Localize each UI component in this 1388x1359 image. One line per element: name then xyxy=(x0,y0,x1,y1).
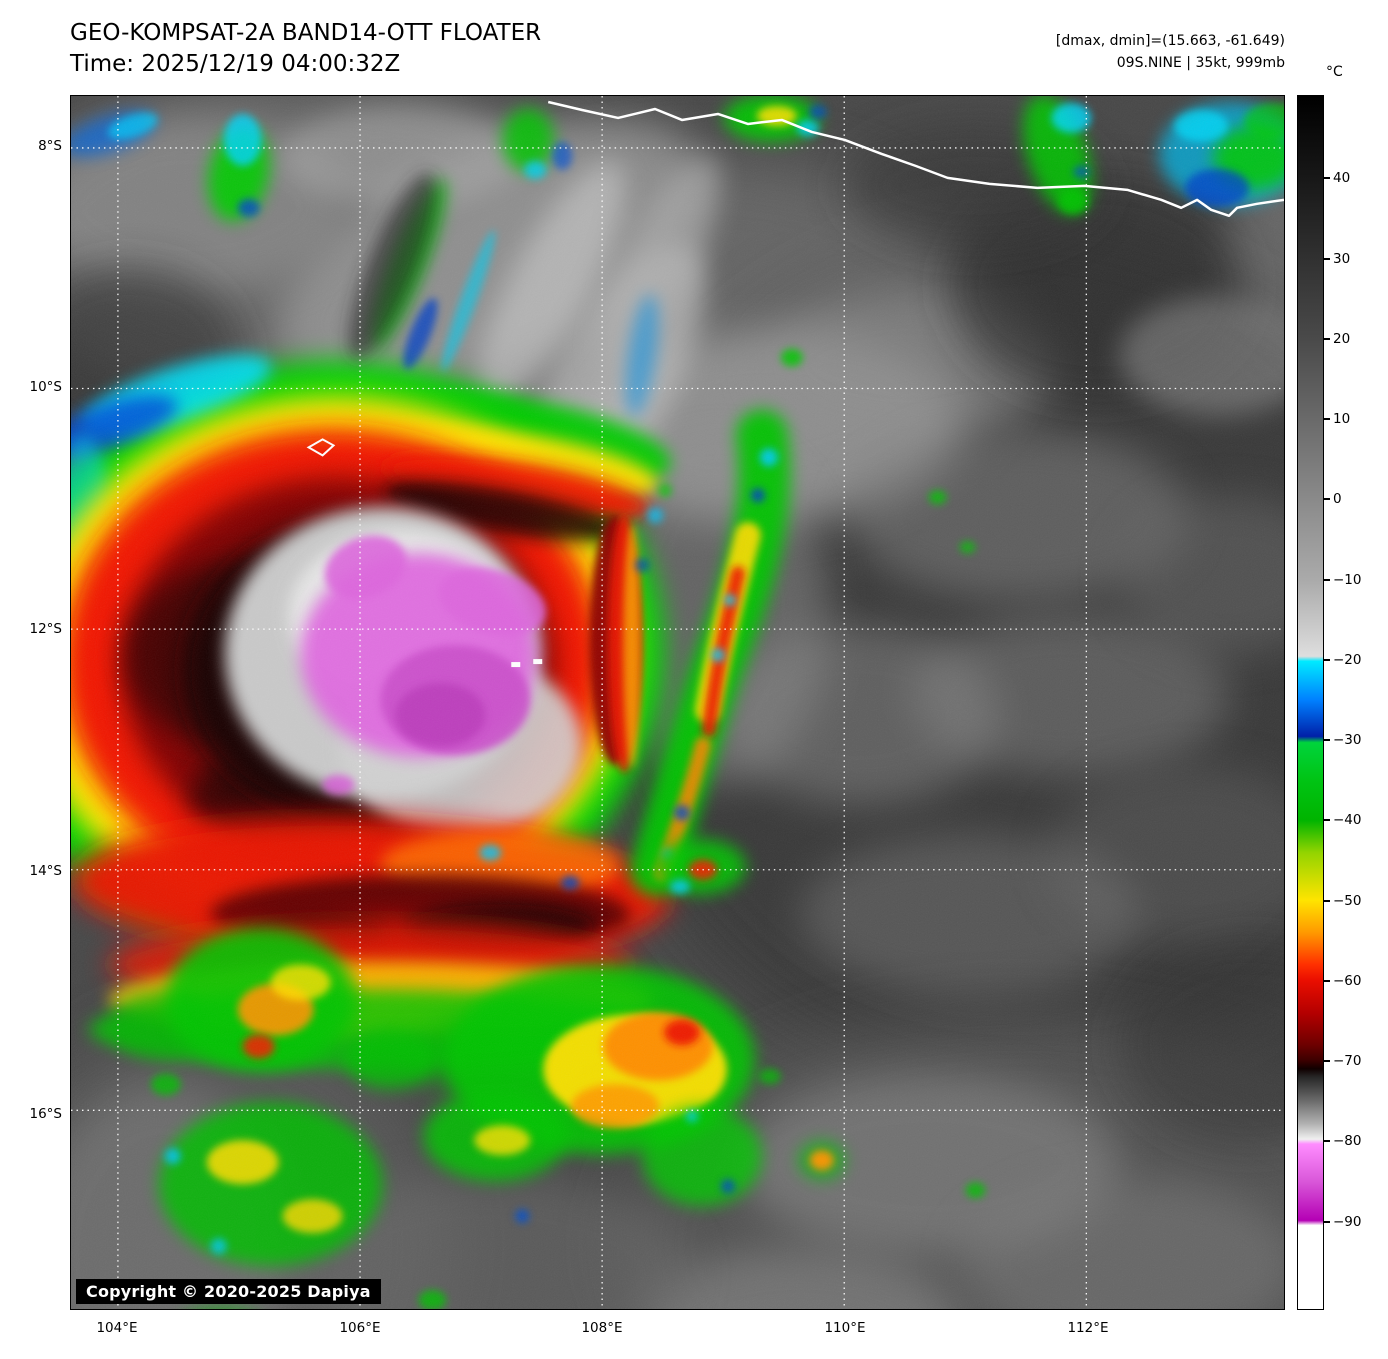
colorbar-tick: −60 xyxy=(1324,973,1362,989)
copyright-badge: Copyright © 2020-2025 Dapiya xyxy=(76,1279,381,1304)
grid-overlay xyxy=(71,96,1284,1309)
colorbar-tick: −10 xyxy=(1324,572,1362,588)
colorbar-tick: −40 xyxy=(1324,812,1362,828)
colorbar-tick: 40 xyxy=(1323,170,1351,186)
info-block: [dmax, dmin]=(15.663, -61.649) 09S.NINE … xyxy=(1056,30,1285,75)
lon-label-104e: 104°E xyxy=(96,1320,138,1336)
colorbar-tick: −70 xyxy=(1324,1053,1362,1069)
colorbar-tick: −20 xyxy=(1324,652,1362,668)
timestamp: Time: 2025/12/19 04:00:32Z xyxy=(70,51,401,78)
lat-label-14s: 14°S xyxy=(29,863,63,879)
colorbar-tick: −80 xyxy=(1324,1133,1362,1149)
colorbar-tick: −30 xyxy=(1324,732,1362,748)
colorbar-tick: 20 xyxy=(1323,331,1351,347)
colorbar-unit: °C xyxy=(1326,64,1343,80)
dmax-dmin-readout: [dmax, dmin]=(15.663, -61.649) xyxy=(1055,33,1285,49)
colorbar-tick: 10 xyxy=(1323,411,1351,427)
lat-label-12s: 12°S xyxy=(29,621,63,637)
colorbar-tick: 30 xyxy=(1323,251,1351,267)
lat-label-16s: 16°S xyxy=(29,1106,63,1122)
product-title: GEO-KOMPSAT-2A BAND14-OTT FLOATER xyxy=(70,20,542,46)
colorbar-tick: −50 xyxy=(1324,893,1362,909)
lat-label-8s: 8°S xyxy=(38,138,62,154)
lat-label-10s: 10°S xyxy=(29,379,63,395)
lon-label-108e: 108°E xyxy=(581,1320,623,1336)
lon-label-110e: 110°E xyxy=(824,1320,866,1336)
colorbar-tick: 0 xyxy=(1324,491,1342,507)
colorbar-tick: −90 xyxy=(1324,1214,1362,1230)
satellite-imagery xyxy=(71,96,1284,1309)
lon-label-112e: 112°E xyxy=(1067,1320,1109,1336)
noise-texture xyxy=(71,96,1284,1309)
satellite-image-panel: Copyright © 2020-2025 Dapiya xyxy=(70,95,1285,1310)
colorbar xyxy=(1297,95,1324,1310)
coastline xyxy=(547,100,1284,218)
title-block: GEO-KOMPSAT-2A BAND14-OTT FLOATER Time: … xyxy=(70,18,541,80)
lon-label-106e: 106°E xyxy=(339,1320,381,1336)
storm-intensity-readout: 09S.NINE | 35kt, 999mb xyxy=(1116,55,1285,72)
